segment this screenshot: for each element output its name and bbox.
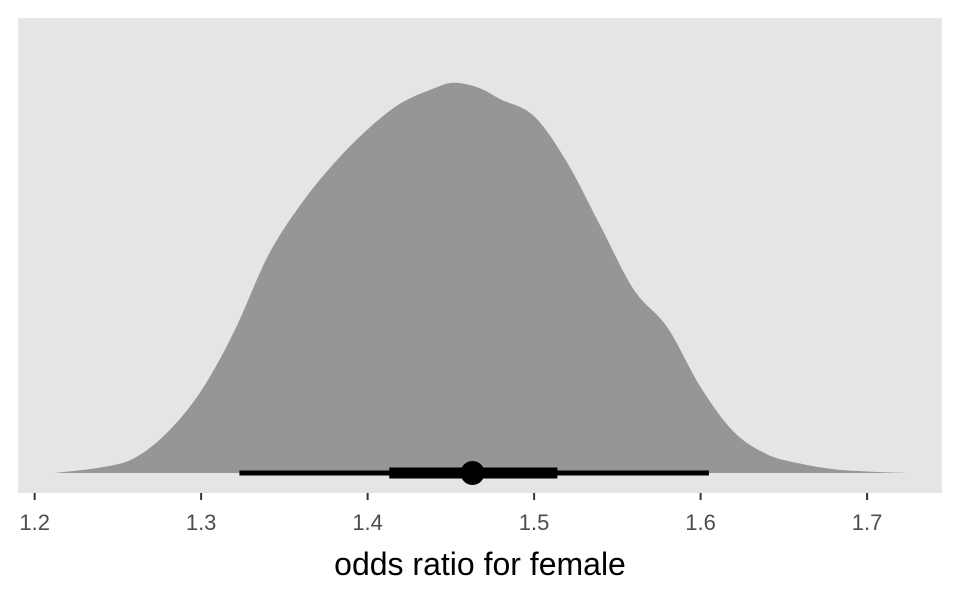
point-estimate: [460, 461, 485, 485]
x-tick-label: 1.4: [352, 510, 383, 535]
x-tick-label: 1.2: [19, 510, 50, 535]
x-axis-title: odds ratio for female: [334, 546, 626, 582]
density-area: [54, 82, 908, 474]
x-tick-label: 1.6: [685, 510, 716, 535]
x-tick-label: 1.5: [519, 510, 550, 535]
x-tick-label: 1.7: [852, 510, 883, 535]
x-axis-ticks: 1.2 1.3 1.4 1.5 1.6 1.7: [19, 493, 882, 535]
x-tick-label: 1.3: [186, 510, 217, 535]
